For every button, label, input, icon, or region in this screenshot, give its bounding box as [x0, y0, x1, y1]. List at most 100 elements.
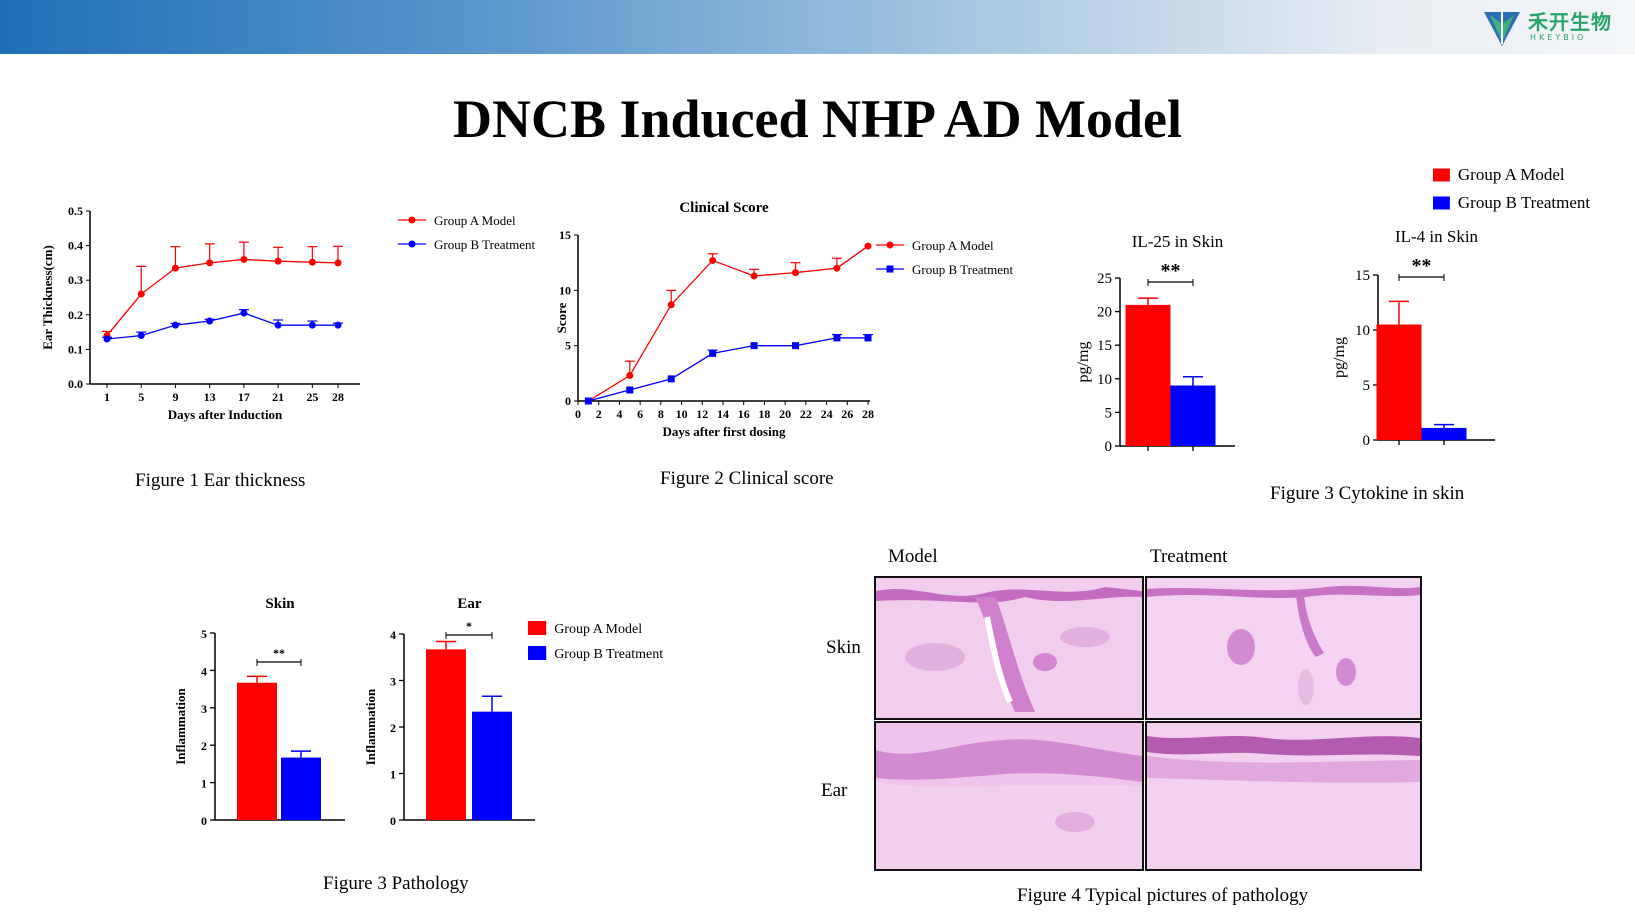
x-tick-label: 6	[637, 407, 643, 421]
y-tick-label: 1	[390, 768, 396, 782]
bar	[237, 682, 277, 820]
data-point	[137, 332, 145, 340]
y-tick-label: 5	[201, 627, 207, 641]
legend-marker	[886, 265, 894, 273]
caption-fig3b: Figure 3 Pathology	[323, 873, 469, 894]
data-point	[206, 259, 214, 267]
data-point	[833, 334, 841, 342]
y-axis-label: Inflammation	[363, 688, 378, 765]
data-point	[103, 335, 111, 343]
y-tick-label: 15	[1355, 268, 1370, 284]
y-tick-label: 0.5	[68, 204, 83, 218]
x-tick-label: 16	[738, 407, 750, 421]
chart-title: IL-4 in Skin	[1395, 227, 1479, 246]
significance-label: **	[1412, 255, 1432, 277]
data-point	[334, 259, 342, 267]
legend-label: Group B Treatment	[1458, 193, 1591, 212]
data-point	[864, 334, 872, 342]
series-line	[106, 312, 338, 340]
data-point	[626, 372, 634, 380]
x-tick-label: 25	[306, 390, 318, 404]
data-point	[171, 321, 179, 329]
significance-label: *	[466, 619, 472, 633]
data-point	[792, 269, 799, 277]
chart-il25-skin: 0 5 10 15 20 25 pg/mg IL-25 in Skin **	[1075, 232, 1235, 455]
y-tick-label: 5	[1363, 378, 1371, 394]
brand-sub: HKEYBIO	[1530, 33, 1587, 42]
data-point	[206, 317, 214, 325]
data-point	[308, 258, 316, 266]
legend-label: Group A Model	[912, 238, 994, 253]
y-tick-label: 10	[1097, 372, 1112, 388]
data-point	[667, 301, 675, 309]
x-tick-label: 28	[332, 390, 344, 404]
legend-label: Group B Treatment	[554, 647, 663, 662]
x-tick-label: 8	[658, 407, 664, 421]
y-axis-label: Score	[554, 302, 569, 333]
brand-logo	[1484, 9, 1520, 46]
bar	[426, 649, 466, 820]
chart-title: IL-25 in Skin	[1132, 232, 1224, 251]
y-tick-label: 4	[201, 664, 207, 678]
x-tick-label: 10	[676, 407, 688, 421]
legend-swatch	[528, 621, 547, 635]
x-tick-label: 14	[717, 407, 729, 421]
fig4-col-model: Model	[888, 546, 938, 567]
y-tick-label: 0.2	[68, 308, 83, 322]
legend-label: Group A Model	[554, 622, 642, 637]
legend-swatch	[1433, 168, 1450, 182]
caption-fig1: Figure 1 Ear thickness	[135, 470, 306, 491]
data-point	[750, 342, 758, 350]
fig4-row-ear: Ear	[821, 780, 848, 801]
y-tick-label: 0.1	[68, 342, 83, 356]
y-tick-label: 5	[565, 339, 571, 353]
legend-swatch	[1433, 196, 1450, 210]
y-axis-label: pg/mg	[1331, 337, 1348, 378]
bar	[1170, 385, 1216, 446]
y-axis-label: pg/mg	[1075, 342, 1092, 383]
x-tick-label: 22	[800, 407, 812, 421]
data-point	[240, 309, 248, 317]
y-axis-label: Inflammation	[173, 687, 188, 764]
data-point	[792, 342, 799, 350]
x-axis-label: Days after Induction	[168, 407, 283, 422]
x-tick-label: 13	[204, 390, 216, 404]
x-tick-label: 17	[238, 390, 250, 404]
bar	[1421, 427, 1467, 440]
x-tick-label: 5	[138, 390, 144, 404]
data-point	[833, 264, 841, 272]
x-tick-label: 2	[596, 407, 602, 421]
header-banner	[0, 0, 1635, 54]
legend-label: Group A Model	[1458, 165, 1565, 184]
chart-pathology-skin: 0 1 2 3 4 5 Inflammation Skin **	[173, 596, 345, 828]
x-tick-label: 0	[575, 407, 581, 421]
data-point	[709, 256, 717, 264]
histology-skin-treatment	[1145, 576, 1422, 720]
histology-ear-treatment	[1145, 721, 1422, 871]
x-tick-label: 24	[821, 407, 833, 421]
data-point	[171, 264, 179, 272]
histology-ear-model	[874, 721, 1144, 871]
y-tick-label: 0	[1105, 439, 1113, 455]
data-point	[626, 386, 634, 394]
x-tick-label: 4	[616, 407, 622, 421]
data-point	[274, 257, 282, 265]
caption-fig3a: Figure 3 Cytokine in skin	[1270, 483, 1465, 504]
chart-title: Skin	[265, 596, 295, 612]
chart-title: Clinical Score	[679, 200, 769, 216]
y-tick-label: 5	[1105, 405, 1113, 421]
data-point	[240, 255, 248, 263]
x-tick-label: 28	[862, 407, 874, 421]
page-title: DNCB Induced NHP AD Model	[452, 89, 1183, 149]
fig4-col-treatment: Treatment	[1150, 546, 1228, 567]
y-tick-label: 4	[390, 628, 396, 642]
x-tick-label: 9	[172, 390, 178, 404]
legend-swatch	[528, 646, 547, 660]
bar	[1376, 324, 1422, 440]
y-tick-label: 10	[559, 283, 571, 297]
y-tick-label: 20	[1097, 305, 1112, 321]
data-point	[274, 321, 282, 329]
legend-label: Group B Treatment	[434, 237, 536, 252]
legend-label: Group B Treatment	[912, 262, 1014, 277]
bar	[472, 711, 512, 820]
